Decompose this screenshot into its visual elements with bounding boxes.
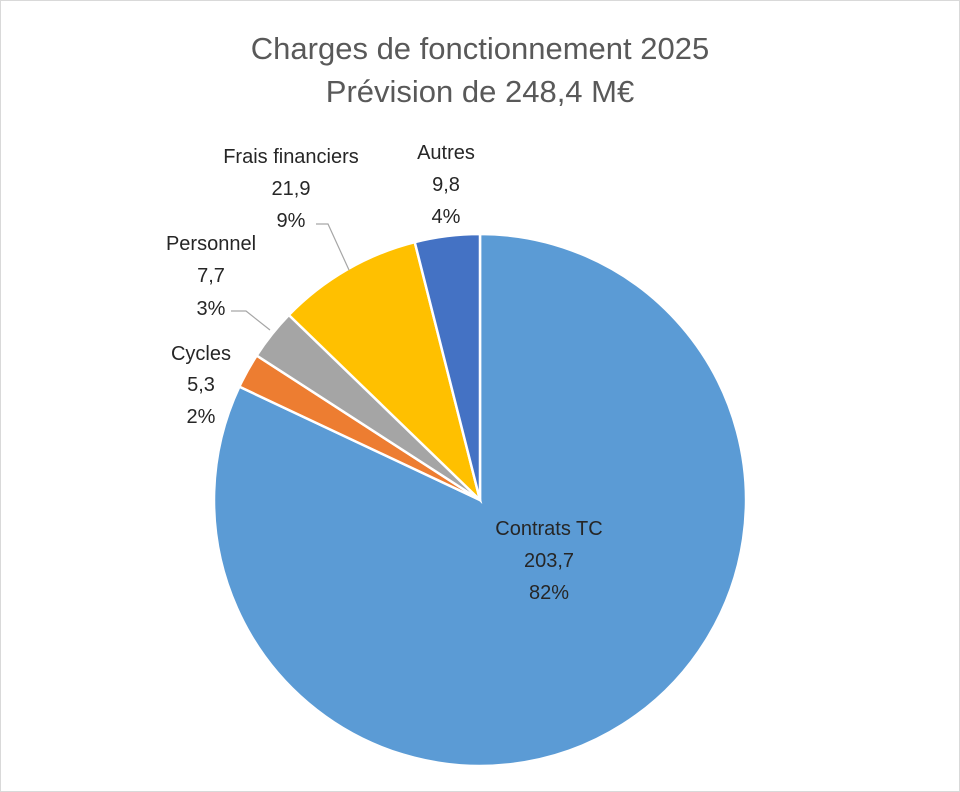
slice-value-frais-financiers: 21,9: [272, 178, 311, 200]
data-label-cycles: Cycles 5,3 2%: [171, 343, 231, 428]
pie-slice-autres: [413, 232, 482, 501]
slice-label-contrats-tc: Contrats TC: [495, 518, 602, 540]
slice-percent-autres: 4%: [432, 206, 461, 228]
slice-percent-frais-financiers: 9%: [277, 210, 306, 232]
slice-value-autres: 9,8: [432, 174, 460, 196]
data-label-personnel: Personnel 7,7 3%: [166, 233, 256, 320]
chart-subtitle: Prévision de 248,4 M€: [326, 74, 634, 109]
data-label-contrats-tc: Contrats TC 203,7 82%: [495, 518, 602, 604]
slice-value-personnel: 7,7: [197, 265, 225, 287]
leader-lines: [231, 223, 350, 331]
pie-slice-frais-financiers: [287, 240, 483, 504]
slice-value-contrats-tc: 203,7: [524, 550, 574, 572]
slice-percent-personnel: 3%: [197, 298, 226, 320]
slice-label-cycles: Cycles: [171, 343, 231, 365]
slice-value-cycles: 5,3: [187, 374, 215, 396]
leader-line-frais-financiers: [316, 223, 350, 271]
slice-label-autres: Autres: [417, 142, 475, 164]
slice-percent-cycles: 2%: [187, 406, 216, 428]
slice-label-frais-financiers: Frais financiers: [223, 146, 359, 168]
data-label-autres: Autres 9,8 4%: [417, 142, 475, 228]
slice-percent-contrats-tc: 82%: [529, 582, 569, 604]
slice-label-personnel: Personnel: [166, 233, 256, 255]
leader-line-personnel: [231, 310, 271, 331]
chart-title: Charges de fonctionnement 2025: [251, 31, 709, 66]
data-label-frais-financiers: Frais financiers 21,9 9%: [223, 146, 359, 232]
pie-slices: [212, 232, 748, 768]
